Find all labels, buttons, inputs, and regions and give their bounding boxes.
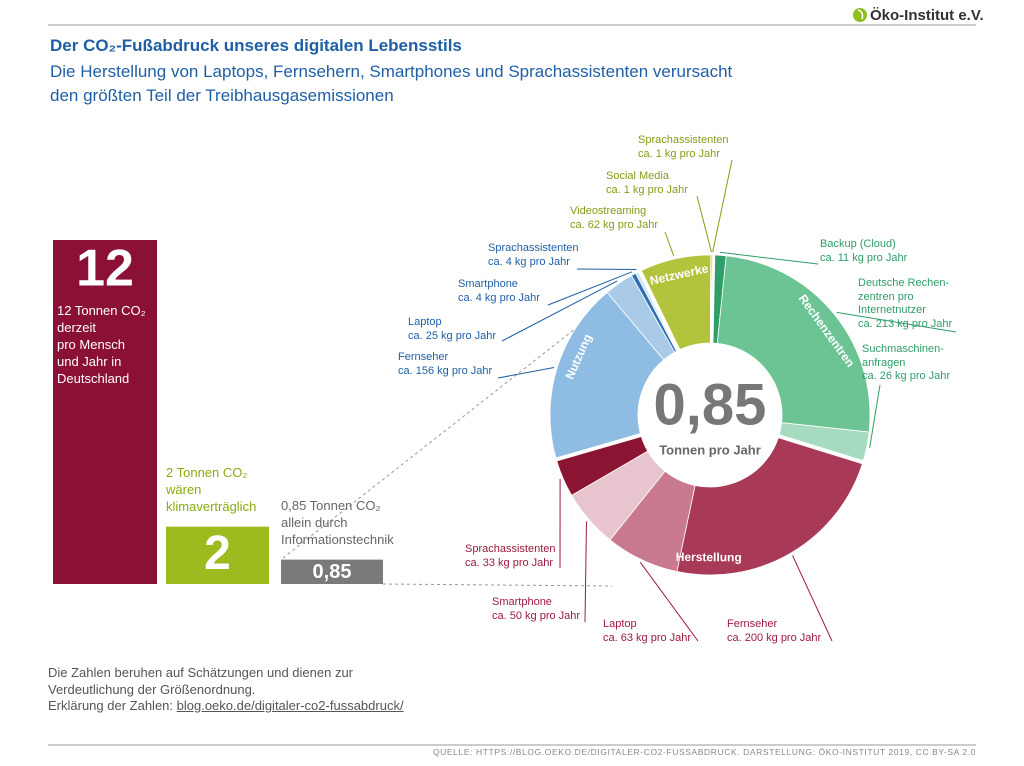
segment-label: Deutsche Rechen- zentren pro Internetnut… [858, 277, 952, 331]
segment-name: Social Media [606, 170, 669, 182]
leader-line [664, 231, 675, 257]
segment-label: Laptop ca. 63 kg pro Jahr [603, 618, 691, 645]
group-separator [637, 268, 682, 353]
note-link-prefix: Erklärung der Zahlen: [48, 698, 174, 713]
leader-line [576, 268, 637, 271]
segment-name: Smartphone [492, 596, 552, 608]
segment-value-label: ca. 156 kg pro Jahr [398, 364, 493, 377]
segment-value-label: ca. 1 kg pro Jahr [606, 183, 688, 196]
logo: Öko-Institut e.V. [870, 7, 984, 24]
segment-name: Laptop [603, 618, 637, 630]
title: Der CO₂-Fußabdruck unseres digitalen Leb… [50, 36, 462, 55]
segment-label: Smartphone ca. 50 kg pro Jahr [492, 596, 580, 623]
segment-value-label: ca. 4 kg pro Jahr [488, 255, 570, 268]
segment-label: Smartphone ca. 4 kg pro Jahr [458, 278, 540, 305]
logo-leaf [857, 9, 864, 20]
segment-value-label: ca. 200 kg pro Jahr [727, 631, 822, 644]
leader-line [719, 251, 819, 265]
segment-name: Smartphone [458, 278, 518, 290]
group-label: Herstellung [676, 550, 742, 565]
source: QUELLE: HTTPS://BLOG.OEKO.DE/DIGITALER-C… [432, 747, 976, 757]
segment-value-label: ca. 11 kg pro Jahr [820, 251, 908, 264]
leader-line [696, 195, 712, 253]
segment-value-label: ca. 213 kg pro Jahr [858, 317, 953, 330]
center-value: 0,85 [654, 372, 767, 437]
group-separator [553, 432, 644, 462]
note-link-row: Erklärung der Zahlen: blog.oeko.de/digit… [48, 698, 404, 713]
segment-label: Videostreaming ca. 62 kg pro Jahr [570, 205, 658, 232]
leader-line [547, 271, 633, 306]
note: Die Zahlen beruhen auf Schätzungen und d… [48, 665, 353, 697]
leader-line [584, 521, 587, 623]
group-separator [776, 433, 866, 465]
bar [166, 526, 269, 584]
segment-label: Suchmaschinen- anfragen ca. 26 kg pro Jah… [862, 343, 950, 384]
segment-value-label: ca. 26 kg pro Jahr [862, 370, 951, 382]
segment-name: Fernseher [727, 618, 778, 630]
segment-name: Backup (Cloud) [820, 238, 896, 250]
segment-name: Suchmaschinen- anfragen [862, 343, 944, 369]
segment-label: Sprachassistenten ca. 33 kg pro Jahr [465, 543, 556, 570]
segment-value-label: ca. 62 kg pro Jahr [570, 218, 659, 231]
leader-line [712, 159, 733, 253]
segment-label: Fernseher ca. 200 kg pro Jahr [727, 618, 821, 645]
segment-label: Fernseher ca. 156 kg pro Jahr [398, 351, 492, 378]
center-label: Tonnen pro Jahr [659, 442, 761, 457]
segment-value-label: ca. 4 kg pro Jahr [458, 291, 540, 304]
segment-label: Backup (Cloud) ca. 11 kg pro Jahr [820, 238, 907, 265]
segment-value-label: ca. 1 kg pro Jahr [638, 147, 720, 160]
segment-name: Sprachassistenten [638, 134, 729, 146]
segment-label: Sprachassistenten ca. 1 kg pro Jahr [638, 134, 729, 161]
segment-value-label: ca. 25 kg pro Jahr [408, 329, 497, 342]
segment-value-label: ca. 33 kg pro Jahr [465, 556, 554, 569]
bar-caption: 0,85 Tonnen CO₂ allein durch Information… [281, 498, 394, 547]
leader-line [501, 280, 618, 342]
leader-line [497, 367, 555, 379]
leader-line [639, 562, 699, 642]
bar-caption: 12 Tonnen CO₂ derzeit pro Mensch und Jah… [57, 303, 146, 386]
segment-name: Sprachassistenten [488, 242, 579, 254]
segment-label: Sprachassistenten ca. 4 kg pro Jahr [488, 242, 579, 269]
bar [281, 559, 383, 584]
bar [53, 240, 157, 584]
bar-value-label: 12 [76, 240, 134, 298]
leader-line [869, 384, 881, 448]
leader-line [836, 311, 957, 333]
segment-name: Fernseher [398, 351, 449, 363]
donut-hole [638, 343, 782, 487]
leader-line [792, 555, 833, 642]
segment-name: Laptop [408, 316, 442, 328]
segment-name: Sprachassistenten [465, 543, 556, 555]
segment-value-label: ca. 50 kg pro Jahr [492, 609, 581, 622]
subtitle: Die Herstellung von Laptops, Fernsehern,… [50, 62, 733, 105]
note-link[interactable]: blog.oeko.de/digitaler-co2-fussabdruck/ [176, 698, 404, 713]
segment-name: Videostreaming [570, 205, 647, 217]
bar-value-label: 2 [204, 527, 231, 580]
connector-dashed [382, 583, 613, 587]
segment-name: Deutsche Rechen- zentren pro Internetnut… [858, 277, 950, 316]
bar-value-label: 0,85 [313, 561, 352, 583]
logo-icon [853, 8, 867, 22]
segment-label: Laptop ca. 25 kg pro Jahr [408, 316, 496, 343]
bar-caption: 2 Tonnen CO₂ wären klimaverträglich [166, 465, 257, 514]
segment-value-label: ca. 63 kg pro Jahr [603, 631, 692, 644]
segment-label: Social Media ca. 1 kg pro Jahr [606, 170, 688, 197]
